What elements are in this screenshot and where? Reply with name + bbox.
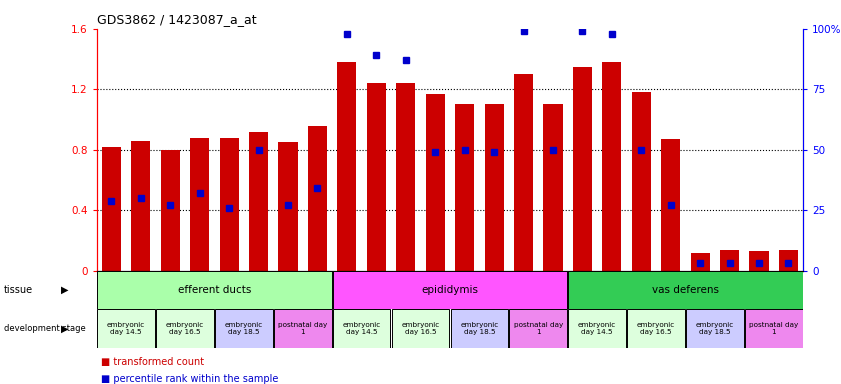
Bar xyxy=(333,309,390,348)
Bar xyxy=(220,138,239,271)
Text: GDS3862 / 1423087_a_at: GDS3862 / 1423087_a_at xyxy=(97,13,257,26)
Text: vas deferens: vas deferens xyxy=(652,285,719,295)
Text: embryonic
day 18.5: embryonic day 18.5 xyxy=(225,322,263,335)
Bar xyxy=(745,309,802,348)
Text: ■ transformed count: ■ transformed count xyxy=(101,356,204,367)
Text: postnatal day
1: postnatal day 1 xyxy=(749,322,798,335)
Bar xyxy=(602,62,621,271)
Bar xyxy=(333,271,567,309)
Text: postnatal day
1: postnatal day 1 xyxy=(278,322,327,335)
Text: embryonic
day 16.5: embryonic day 16.5 xyxy=(637,322,675,335)
Text: ■ percentile rank within the sample: ■ percentile rank within the sample xyxy=(101,374,278,384)
Text: embryonic
day 16.5: embryonic day 16.5 xyxy=(166,322,204,335)
Bar xyxy=(455,104,474,271)
Bar xyxy=(720,250,739,271)
Bar xyxy=(686,309,743,348)
Bar xyxy=(337,62,357,271)
Bar xyxy=(451,309,508,348)
Text: embryonic
day 16.5: embryonic day 16.5 xyxy=(401,322,440,335)
Bar xyxy=(278,142,298,271)
Bar xyxy=(131,141,151,271)
Bar xyxy=(392,309,449,348)
Bar xyxy=(632,92,651,271)
Bar xyxy=(190,138,209,271)
Bar xyxy=(396,83,415,271)
Bar xyxy=(569,309,626,348)
Bar xyxy=(308,126,327,271)
Text: embryonic
day 18.5: embryonic day 18.5 xyxy=(696,322,734,335)
Text: development stage: development stage xyxy=(4,324,86,333)
Text: epididymis: epididymis xyxy=(421,285,479,295)
Bar xyxy=(569,271,802,309)
Bar xyxy=(661,139,680,271)
Text: efferent ducts: efferent ducts xyxy=(177,285,251,295)
Bar xyxy=(749,251,769,271)
Text: embryonic
day 18.5: embryonic day 18.5 xyxy=(460,322,499,335)
Bar xyxy=(426,94,445,271)
Text: embryonic
day 14.5: embryonic day 14.5 xyxy=(342,322,381,335)
Bar xyxy=(249,132,268,271)
Bar xyxy=(514,74,533,271)
Bar xyxy=(510,309,567,348)
Bar xyxy=(484,104,504,271)
Bar xyxy=(156,309,214,348)
Text: embryonic
day 14.5: embryonic day 14.5 xyxy=(107,322,145,335)
Text: embryonic
day 14.5: embryonic day 14.5 xyxy=(578,322,616,335)
Text: postnatal day
1: postnatal day 1 xyxy=(514,322,563,335)
Text: ▶: ▶ xyxy=(61,323,68,333)
Bar xyxy=(215,309,272,348)
Bar xyxy=(98,309,155,348)
Bar xyxy=(102,147,121,271)
Bar xyxy=(573,66,592,271)
Bar xyxy=(690,253,710,271)
Text: tissue: tissue xyxy=(4,285,34,295)
Bar xyxy=(543,104,563,271)
Text: ▶: ▶ xyxy=(61,285,68,295)
Bar xyxy=(161,150,180,271)
Bar xyxy=(627,309,685,348)
Bar xyxy=(98,271,331,309)
Bar xyxy=(779,250,798,271)
Bar xyxy=(274,309,331,348)
Bar xyxy=(367,83,386,271)
